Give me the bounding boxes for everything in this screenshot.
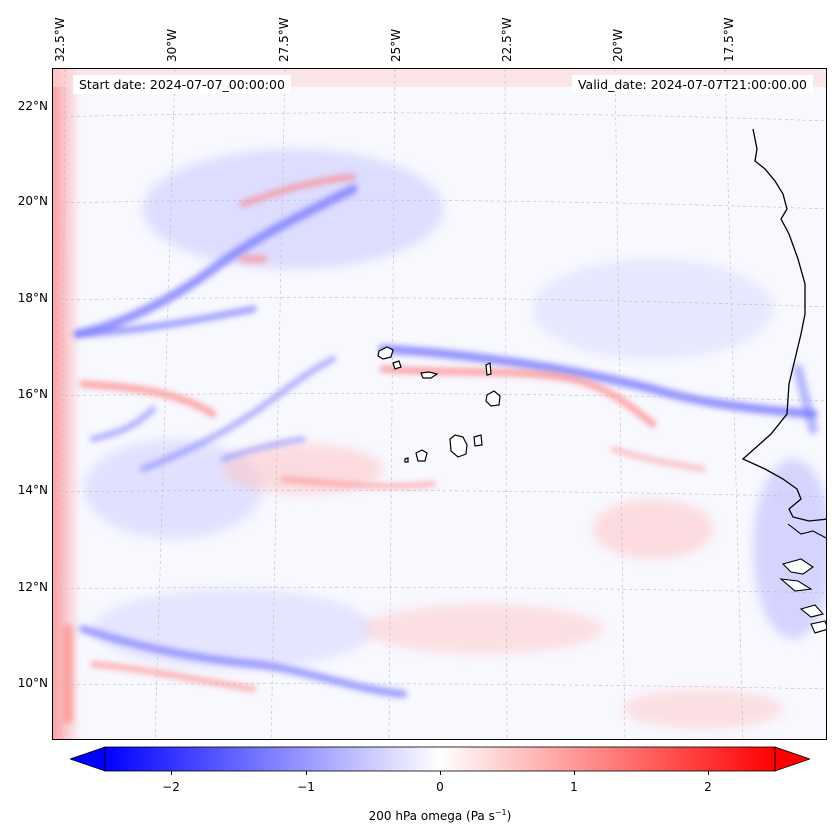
- colorbar-title-end: ): [506, 809, 512, 823]
- descent-bands: [63, 174, 706, 724]
- lon-label: 25°W: [389, 28, 403, 62]
- lat-label: 12°N: [17, 580, 48, 594]
- colorbar-tick-mark: [440, 771, 441, 775]
- colorbar-tick-label: 0: [436, 780, 444, 794]
- colorbar-tick-label: −1: [297, 780, 315, 794]
- map-gridlines: [53, 69, 826, 739]
- lon-label: 20°W: [611, 28, 625, 62]
- lon-label: 17.5°W: [722, 17, 736, 62]
- lon-label: 30°W: [165, 28, 179, 62]
- cape-verde-islands: [377, 346, 501, 463]
- weak-descent-regions: [223, 444, 783, 729]
- colorbar: [70, 746, 810, 772]
- lat-label: 20°N: [17, 194, 48, 208]
- weak-ascent-regions: [83, 149, 826, 669]
- colorbar-tick-mark: [306, 771, 307, 775]
- colorbar-title-main: 200 hPa omega (Pa s: [368, 809, 495, 823]
- valid-date-label: Valid_date: 2024-07-07T21:00:00.00: [571, 75, 813, 94]
- senegal-coast: [787, 523, 826, 539]
- omega-field-map: [53, 69, 826, 739]
- lat-label: 18°N: [17, 291, 48, 305]
- colorbar-tick-label: 2: [704, 780, 712, 794]
- africa-coastline: [741, 128, 826, 522]
- colorbar-title: 200 hPa omega (Pa s−1): [369, 808, 512, 823]
- lat-label: 14°N: [17, 483, 48, 497]
- start-date-label: Start date: 2024-07-07_00:00:00: [73, 75, 291, 94]
- colorbar-tick-mark: [171, 771, 172, 775]
- guinea-bissau-coast: [779, 558, 826, 634]
- colorbar-extend-max: [774, 746, 810, 772]
- colorbar-tick-label: −2: [162, 780, 180, 794]
- colorbar-title-exponent: −1: [494, 808, 507, 817]
- ascent-bands: [73, 184, 818, 698]
- lat-label: 16°N: [17, 387, 48, 401]
- colorbar-tick-mark: [574, 771, 575, 775]
- lon-label: 22.5°W: [500, 17, 514, 62]
- lon-label: 27.5°W: [277, 17, 291, 62]
- map-panel: [52, 68, 827, 740]
- colorbar-extend-min: [70, 746, 106, 772]
- lat-label: 22°N: [17, 99, 48, 113]
- lon-label: 32.5°W: [53, 17, 67, 62]
- colorbar-gradient: [104, 746, 776, 772]
- colorbar-tick-label: 1: [570, 780, 578, 794]
- lat-label: 10°N: [17, 676, 48, 690]
- colorbar-tick-mark: [708, 771, 709, 775]
